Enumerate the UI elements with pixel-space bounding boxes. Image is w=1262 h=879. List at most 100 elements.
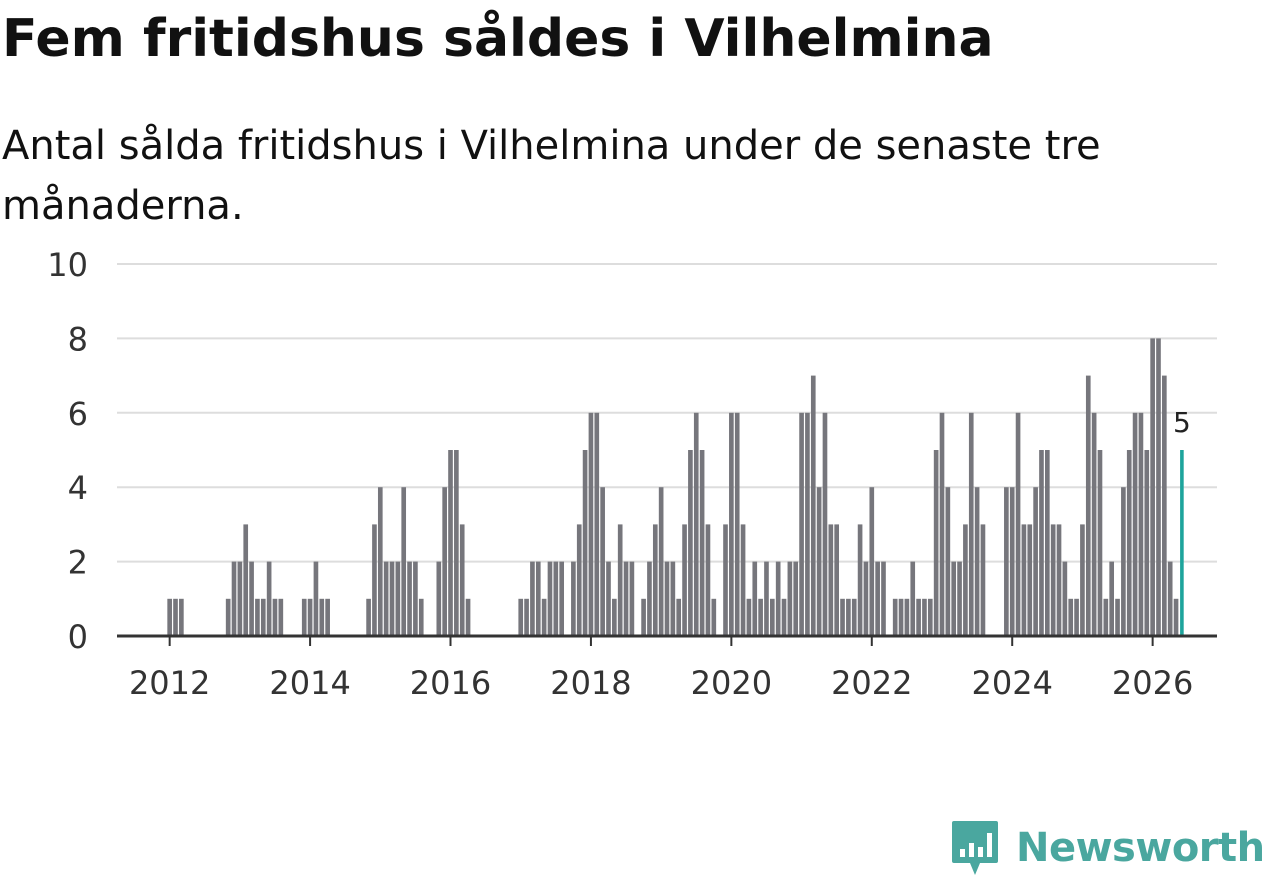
- bar: [559, 561, 565, 636]
- bar: [518, 598, 524, 636]
- bar: [658, 487, 664, 636]
- newsworthy-logo-icon: [952, 821, 998, 875]
- bar: [594, 412, 600, 636]
- bar: [1167, 561, 1173, 636]
- bar: [1004, 487, 1009, 636]
- y-tick-label: 8: [68, 320, 88, 358]
- bar: [1068, 598, 1074, 636]
- x-tick-label: 2020: [691, 664, 772, 702]
- x-tick-label: 2018: [550, 664, 631, 702]
- bar: [448, 450, 453, 636]
- bar: [377, 487, 383, 636]
- bar: [278, 598, 284, 636]
- bar: [828, 524, 834, 636]
- bar: [1021, 524, 1027, 636]
- bar-chart: 0 2 4 6 8 10 2012 2014 2016 2018 2020 2022 2024 2026 5: [47, 246, 1217, 702]
- bar: [752, 561, 758, 636]
- bar: [682, 524, 687, 636]
- bar: [1109, 561, 1115, 636]
- bar: [1173, 598, 1179, 636]
- bar: [325, 598, 330, 636]
- bar: [1156, 338, 1161, 636]
- bar: [793, 561, 799, 636]
- bar: [266, 561, 272, 636]
- bar: [553, 561, 559, 636]
- bar: [840, 598, 845, 636]
- bar: [734, 412, 740, 636]
- bar: [629, 561, 635, 636]
- bar: [600, 487, 605, 636]
- bar: [395, 561, 401, 636]
- x-tick-label: 2026: [1112, 664, 1193, 702]
- chart-title: Fem fritidshus såldes i Vilhelmina: [2, 9, 994, 69]
- bar: [1056, 524, 1062, 636]
- bar: [857, 524, 863, 636]
- bar: [1115, 598, 1120, 636]
- bar: [810, 375, 816, 636]
- bar: [781, 598, 787, 636]
- brand-logo: Newsworthy: [950, 818, 1262, 878]
- bar: [805, 412, 810, 636]
- bar: [436, 561, 442, 636]
- bar-highlight: [1180, 450, 1184, 636]
- bar: [746, 598, 752, 636]
- bar: [775, 561, 781, 636]
- bar: [863, 561, 869, 636]
- bar: [974, 487, 980, 636]
- bar: [834, 524, 840, 636]
- x-tick-label: 2016: [410, 664, 491, 702]
- bar: [612, 598, 617, 636]
- bar: [957, 561, 962, 636]
- bar: [442, 487, 447, 636]
- bar: [465, 598, 471, 636]
- bar: [313, 561, 319, 636]
- bar: [875, 561, 880, 636]
- bar: [799, 412, 804, 636]
- bar: [1138, 412, 1144, 636]
- bar: [389, 561, 395, 636]
- bar: [851, 598, 857, 636]
- bar: [535, 561, 541, 636]
- bar: [401, 487, 407, 636]
- bar: [413, 561, 418, 636]
- bar: [454, 450, 459, 636]
- bar: [723, 524, 728, 636]
- last-value-label: 5: [1173, 406, 1191, 439]
- bar: [1039, 450, 1044, 636]
- bar: [249, 561, 254, 636]
- x-tick-label: 2014: [269, 664, 350, 702]
- bar: [606, 561, 611, 636]
- bar: [910, 561, 916, 636]
- bar: [1097, 450, 1103, 636]
- bar: [922, 598, 927, 636]
- bar: [272, 598, 278, 636]
- bar: [1103, 598, 1109, 636]
- bar: [1062, 561, 1068, 636]
- bar: [1080, 524, 1085, 636]
- bar: [1091, 412, 1097, 636]
- bar: [822, 412, 828, 636]
- bar: [951, 561, 957, 636]
- bar: [1126, 450, 1132, 636]
- x-tick-label: 2012: [129, 664, 210, 702]
- bar: [571, 561, 576, 636]
- bar: [968, 412, 974, 636]
- bar: [939, 412, 945, 636]
- bar: [407, 561, 412, 636]
- bar: [933, 450, 939, 636]
- bar: [1027, 524, 1033, 636]
- bar: [652, 524, 658, 636]
- bar: [1121, 487, 1126, 636]
- bar: [301, 598, 307, 636]
- bar: [547, 561, 553, 636]
- bar: [729, 412, 734, 636]
- bar: [816, 487, 822, 636]
- y-tick-label: 6: [68, 395, 88, 433]
- y-tick-label: 4: [68, 469, 88, 507]
- bar: [588, 412, 594, 636]
- bar: [676, 598, 682, 636]
- bar: [366, 598, 371, 636]
- bar: [459, 524, 465, 636]
- bar: [1015, 412, 1021, 636]
- bar: [179, 598, 184, 636]
